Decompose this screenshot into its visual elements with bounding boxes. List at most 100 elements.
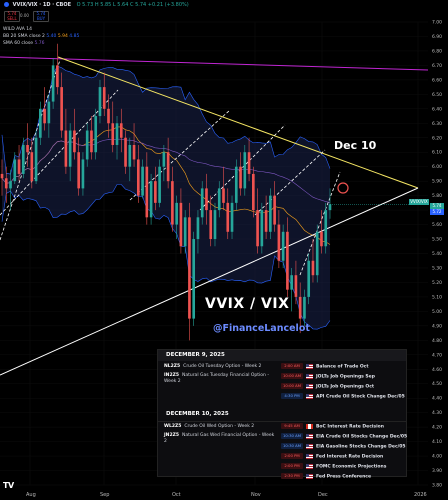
candle-body	[13, 159, 17, 182]
econ-event[interactable]: 2:00 PM Fed Interest Rate Decision	[281, 453, 401, 461]
candle-body	[307, 260, 311, 297]
candle-body	[209, 210, 213, 240]
candle	[243, 144, 247, 196]
futures-name: Crude Oil Wed Option - Week 2	[184, 424, 255, 429]
indicator-legend-3[interactable]: SMA 60 close 5.76	[3, 41, 44, 46]
magenta-resistance-line	[0, 56, 429, 71]
candle	[205, 173, 208, 225]
y-tick-label: 6.70	[432, 63, 442, 69]
econ-event[interactable]: 2:00 AM Balance of Trade Oct	[281, 363, 401, 371]
candle	[303, 289, 306, 326]
candle-body	[183, 217, 187, 247]
calendar-day-header: DECEMBER 9, 2025	[158, 350, 406, 361]
symbol-title[interactable]: VVIX/VIX · 1D · CBOE	[12, 2, 71, 8]
econ-event[interactable]: 10:30 AM EIA Crude Oil Stocks Change Dec/…	[281, 433, 407, 441]
y-tick-label: 5.00	[432, 309, 442, 315]
candle-body	[132, 144, 136, 160]
band-price-value: 5.72	[430, 209, 444, 215]
candle	[90, 116, 93, 160]
candle-body	[102, 87, 106, 109]
candle	[290, 267, 293, 312]
candle	[4, 166, 8, 203]
candle-body	[281, 231, 285, 261]
candle-body	[4, 178, 8, 189]
candle-body	[311, 260, 315, 276]
candle-body	[192, 239, 196, 319]
candle-body	[269, 195, 272, 232]
candle-body	[111, 123, 115, 145]
econ-event[interactable]: 10:30 AM EIA Gasoline Stocks Change Dec/0…	[281, 443, 406, 451]
futures-event[interactable]: NL2Z5 Crude Oil Tuesday Option - Week 2	[164, 364, 276, 370]
candle-body	[188, 217, 191, 319]
candle-body	[196, 217, 200, 240]
indicator-legend-1[interactable]: WILD AVA 14	[3, 27, 32, 32]
candle	[209, 195, 213, 247]
econ-event[interactable]: 2:30 PM Fed Press Conference	[281, 473, 401, 481]
event-name: API Crude Oil Stock Change Dec/05	[316, 394, 405, 400]
candle-body	[286, 231, 289, 290]
us-flag-icon	[306, 383, 313, 389]
candle	[154, 166, 157, 211]
tradingview-logo[interactable]: TV	[3, 481, 14, 490]
candle	[294, 260, 298, 305]
candle	[47, 94, 51, 138]
futures-event[interactable]: IN2Z5 Natural Gas Tuesday Financial Optio…	[164, 373, 276, 385]
econ-event[interactable]: 10:00 AM JOLTs Job Openings Oct	[281, 383, 401, 391]
us-flag-icon	[306, 373, 313, 379]
indicator-value: 5.94	[57, 34, 68, 39]
candle-body	[107, 108, 110, 124]
candle-body	[149, 181, 153, 218]
candle-body	[128, 144, 132, 167]
futures-ticker: WL2Z5	[164, 424, 182, 429]
indicator-name: BB 20 SMA close 2	[3, 34, 45, 39]
candle-body	[51, 65, 55, 102]
economic-calendar: DECEMBER 9, 2025 NL2Z5 Crude Oil Tuesday …	[157, 349, 407, 480]
econ-event[interactable]: 2:00 PM FOMC Economic Projections	[281, 463, 401, 471]
candle-body	[303, 296, 306, 319]
candle	[196, 210, 200, 254]
indicator-legend-2[interactable]: BB 20 SMA close 2 5.40 5.94 4.85	[3, 34, 79, 39]
x-tick-label: Aug	[26, 492, 36, 498]
econ-event[interactable]: 10:00 AM JOLTs Job Openings Sep	[281, 373, 401, 381]
yellow-downtrend-line	[57, 56, 419, 189]
y-tick-label: 4.50	[432, 381, 442, 387]
econ-event[interactable]: 9:45 AM BoC Interest Rate Decision	[281, 423, 401, 431]
candle	[136, 144, 140, 203]
candle-body	[252, 173, 255, 211]
price-label-name: VVIX/VIX	[410, 199, 428, 204]
candle	[213, 202, 217, 247]
candle	[149, 173, 153, 225]
econ-event[interactable]: 4:30 PM API Crude Oil Stock Change Dec/05	[281, 393, 405, 401]
ohlc-values: O 5.73 H 5.85 L 5.64 C 5.74 +0.21 (+3.80…	[76, 2, 189, 8]
futures-event[interactable]: JN2Z5 Natural Gas Wed Financial Option - …	[164, 433, 276, 445]
candle-body	[81, 159, 85, 189]
candle	[64, 108, 68, 174]
candle-body	[145, 166, 149, 218]
dashed-channel-line	[299, 171, 341, 276]
symbol-row[interactable]: VVIX/VIX · 1D · CBOE O 5.73 H 5.85 L 5.6…	[4, 2, 189, 8]
sell-button[interactable]: 5.74 SELL	[4, 11, 20, 22]
candle-body	[298, 296, 302, 319]
buy-button[interactable]: 5.74 BUY	[33, 11, 49, 22]
candle	[51, 58, 55, 109]
x-tick-label: Oct	[172, 492, 181, 498]
candle-body	[234, 166, 238, 203]
candle	[26, 123, 29, 167]
candle	[311, 239, 315, 283]
candle-body	[222, 188, 225, 203]
y-tick-label: 4.00	[432, 454, 442, 460]
event-time: 10:00 AM	[281, 373, 303, 379]
candle-body	[320, 231, 323, 247]
candle-body	[264, 210, 268, 232]
author-watermark: @FinanceLancelot	[213, 323, 310, 334]
y-tick-label: 6.90	[432, 34, 442, 40]
candle	[9, 169, 12, 211]
indicator-name: SMA 60 close	[3, 41, 33, 46]
candle	[226, 188, 230, 240]
candle	[239, 152, 242, 196]
event-name: Fed Interest Rate Decision	[316, 454, 384, 460]
event-name: FOMC Economic Projections	[316, 464, 387, 470]
futures-event[interactable]: WL2Z5 Crude Oil Wed Option - Week 2	[164, 424, 276, 430]
candle	[158, 159, 161, 208]
candle	[200, 181, 204, 225]
